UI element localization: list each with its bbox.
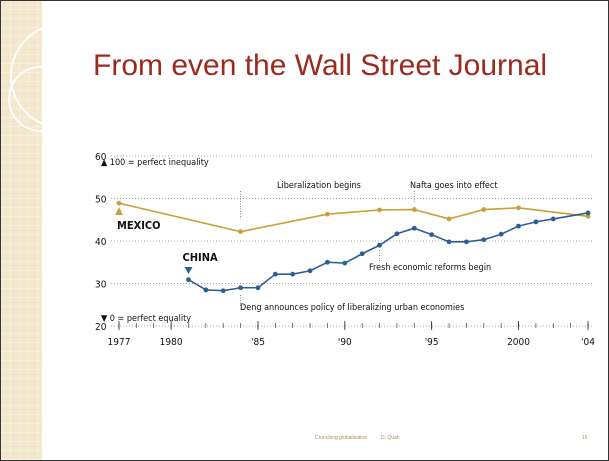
footer-author: D. Quah — [381, 435, 400, 441]
footer-caption: Crunching globalisation — [315, 435, 367, 441]
data-point-china — [203, 287, 209, 293]
data-point-mexico — [516, 205, 521, 211]
data-point-china — [394, 231, 400, 237]
data-point-mexico — [325, 211, 330, 217]
data-point-china — [498, 231, 504, 237]
chart-annotation: Nafta goes into effect — [410, 181, 498, 191]
data-point-china — [272, 271, 278, 277]
y-tick-label: 30 — [95, 280, 107, 291]
chart-annotation: Deng announces policy of liberalizing ur… — [240, 303, 464, 313]
chart-annotation: Fresh economic reforms begin — [369, 263, 491, 273]
x-tick-label: 1977 — [108, 337, 131, 348]
data-point-china — [533, 219, 539, 225]
data-point-mexico — [238, 229, 243, 235]
data-point-china — [238, 285, 243, 291]
china-marker-icon — [184, 267, 193, 274]
data-point-china — [325, 259, 330, 265]
data-point-mexico — [411, 207, 417, 212]
x-tick-label: '90 — [338, 337, 352, 348]
data-point-china — [550, 216, 556, 222]
y-tick-label: 60 — [95, 152, 107, 163]
data-point-china — [220, 288, 226, 294]
page-number: 16 — [582, 435, 588, 441]
data-point-mexico — [585, 213, 591, 219]
x-tick-label: '85 — [251, 337, 265, 348]
slide-title: From even the Wall Street Journal — [93, 49, 548, 82]
data-point-china — [585, 210, 591, 216]
data-point-china — [255, 285, 261, 291]
series-line-china — [188, 212, 589, 292]
y-tick-label: 50 — [95, 195, 107, 206]
x-tick-label: 2000 — [507, 337, 530, 348]
chart-annotation: Liberalization begins — [277, 181, 361, 191]
data-point-china — [516, 223, 521, 229]
data-point-mexico — [446, 216, 452, 222]
x-tick-label: '95 — [425, 337, 439, 348]
x-tick-label: 1980 — [160, 337, 183, 348]
data-point-china — [464, 239, 469, 245]
decorative-side-strip — [1, 1, 42, 460]
chart-annotation: ▼ 0 = perfect equality — [101, 314, 191, 324]
x-tick-label: '04 — [581, 337, 595, 348]
decorative-circle-large — [10, 23, 116, 129]
data-point-china — [429, 232, 435, 238]
data-point-china — [342, 260, 348, 266]
data-point-china — [411, 225, 417, 231]
decorative-circle-small — [8, 66, 74, 132]
data-point-china — [290, 271, 296, 277]
decorative-circles — [8, 23, 116, 132]
data-point-mexico — [377, 207, 382, 213]
y-tick-label: 40 — [95, 237, 107, 248]
data-point-mexico — [116, 200, 122, 206]
chart-annotation: ▲ 100 = perfect inequality — [101, 158, 209, 168]
data-point-china — [307, 268, 313, 274]
data-point-china — [446, 239, 452, 245]
series-label-mexico: MEXICO — [117, 219, 161, 232]
mexico-marker-icon — [115, 207, 123, 215]
data-point-china — [186, 277, 191, 283]
data-point-china — [359, 251, 365, 257]
data-point-mexico — [481, 207, 487, 212]
series-label-china: CHINA — [182, 251, 218, 264]
data-point-china — [481, 237, 487, 243]
y-tick-label: 20 — [95, 322, 107, 333]
data-point-china — [377, 242, 382, 248]
